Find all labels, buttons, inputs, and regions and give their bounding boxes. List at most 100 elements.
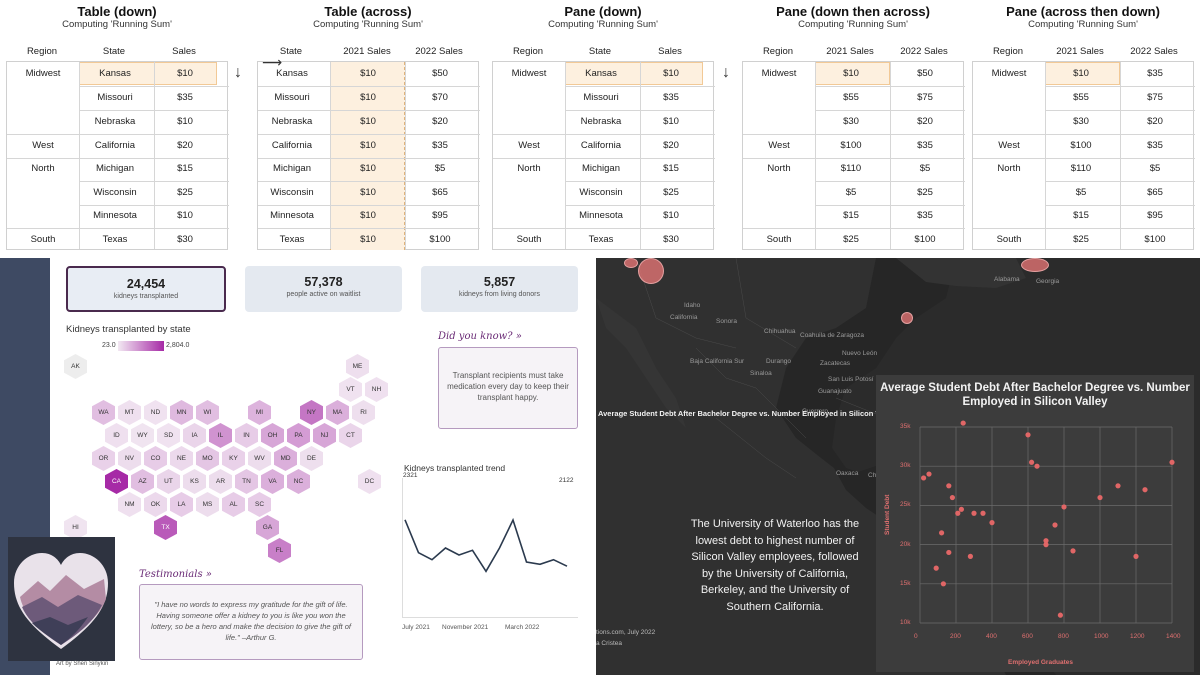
scatter-point[interactable] xyxy=(1043,538,1049,544)
column-header[interactable]: 2021 Sales xyxy=(1056,46,1104,57)
scatter-point[interactable] xyxy=(1057,612,1063,618)
state-hex[interactable]: NJ xyxy=(313,423,336,448)
state-hex[interactable]: NV xyxy=(118,446,141,471)
column-header[interactable]: Region xyxy=(992,46,1024,57)
state-hex[interactable]: AZ xyxy=(131,469,154,494)
state-hex[interactable]: IA xyxy=(183,423,206,448)
scatter-point[interactable] xyxy=(1115,483,1121,489)
state-hex[interactable]: DE xyxy=(300,446,323,471)
scatter-point[interactable] xyxy=(967,553,973,559)
scatter-point[interactable] xyxy=(949,494,955,501)
state-hex[interactable]: AK xyxy=(64,354,87,379)
state-hex[interactable]: UT xyxy=(157,469,180,494)
scatter-point[interactable] xyxy=(933,565,939,571)
state-hex[interactable]: WA xyxy=(92,400,115,425)
state-hex[interactable]: WY xyxy=(131,423,154,448)
state-hex[interactable]: NH xyxy=(365,377,388,402)
state-hex[interactable]: DC xyxy=(358,469,381,494)
state-hex[interactable]: GA xyxy=(256,515,279,540)
column-header[interactable]: State xyxy=(279,46,303,57)
column-header[interactable]: Sales xyxy=(658,46,682,57)
scatter-point[interactable] xyxy=(946,549,952,556)
state-hex[interactable]: ND xyxy=(144,400,167,425)
state-hex[interactable]: TX xyxy=(154,515,177,540)
column-header[interactable]: 2022 Sales xyxy=(1130,46,1178,57)
kpi-living-donors[interactable]: 5,857 kidneys from living donors xyxy=(421,266,578,312)
state-hex[interactable]: AR xyxy=(209,469,232,494)
state-hex[interactable]: HI xyxy=(64,515,87,540)
scatter-point[interactable] xyxy=(940,581,946,587)
state-hex[interactable]: MA xyxy=(326,400,349,425)
state-hex[interactable]: OK xyxy=(144,492,167,517)
state-hex[interactable]: MT xyxy=(118,400,141,425)
scatter-point[interactable] xyxy=(955,510,961,516)
kpi-waitlist[interactable]: 57,378 people active on waitlist xyxy=(245,266,402,312)
state-hex[interactable]: VT xyxy=(339,377,362,402)
state-hex[interactable]: VA xyxy=(261,469,284,494)
state-hex[interactable]: MO xyxy=(196,446,219,471)
state-hex[interactable]: KY xyxy=(222,446,245,471)
column-header[interactable]: 2021 Sales xyxy=(826,46,874,57)
state-hex[interactable]: AL xyxy=(222,492,245,517)
state-hex[interactable]: WV xyxy=(248,446,271,471)
scatter-point[interactable] xyxy=(980,510,986,516)
state-hex[interactable]: SD xyxy=(157,423,180,448)
scatter-point[interactable] xyxy=(1043,542,1049,548)
column-header[interactable]: Region xyxy=(762,46,794,57)
state-hex[interactable]: IL xyxy=(209,423,232,448)
column-header[interactable]: 2021 Sales xyxy=(343,46,391,57)
state-hex[interactable]: ME xyxy=(346,354,369,379)
scatter-point[interactable] xyxy=(926,471,932,477)
state-hex[interactable]: CA xyxy=(105,469,128,494)
scatter-point[interactable] xyxy=(939,530,945,536)
column-header[interactable]: Sales xyxy=(172,46,196,57)
scatter-point[interactable] xyxy=(1029,459,1035,465)
scatter-point[interactable] xyxy=(921,475,927,481)
scatter-point[interactable] xyxy=(960,420,966,426)
scatter-point[interactable] xyxy=(1061,504,1067,510)
state-hex[interactable]: NE xyxy=(170,446,193,471)
state-hex[interactable]: IN xyxy=(235,423,258,448)
state-hex[interactable]: NC xyxy=(287,469,310,494)
state-hex[interactable]: ID xyxy=(105,423,128,448)
state-hex[interactable]: OR xyxy=(92,446,115,471)
state-hex[interactable]: PA xyxy=(287,423,310,448)
state-hex[interactable]: FL xyxy=(268,538,291,563)
scatter-point[interactable] xyxy=(1142,487,1148,493)
state-hex[interactable]: SC xyxy=(248,492,271,517)
scatter-point[interactable] xyxy=(1097,494,1103,501)
state-hex[interactable]: TN xyxy=(235,469,258,494)
state-hex[interactable]: CO xyxy=(144,446,167,471)
column-header[interactable]: 2022 Sales xyxy=(900,46,948,57)
scatter-point[interactable] xyxy=(971,510,977,516)
state-hex[interactable]: KS xyxy=(183,469,206,494)
scatter-point[interactable] xyxy=(1034,463,1040,469)
state-hex[interactable]: NM xyxy=(118,492,141,517)
map-place-label: California xyxy=(670,314,698,321)
scatter-point[interactable] xyxy=(958,506,964,512)
state-hex[interactable]: OH xyxy=(261,423,284,448)
scatter-point[interactable] xyxy=(1025,432,1031,438)
state-hex[interactable]: NY xyxy=(300,400,323,425)
scatter-point[interactable] xyxy=(946,483,952,489)
column-header[interactable]: Region xyxy=(512,46,544,57)
state-hex[interactable]: MS xyxy=(196,492,219,517)
legend-color-bar xyxy=(118,341,164,351)
column-header[interactable]: State xyxy=(588,46,612,57)
state-hex[interactable]: MD xyxy=(274,446,297,471)
kpi-kidneys-transplanted[interactable]: 24,454 kidneys transplanted xyxy=(66,266,226,312)
scatter-point[interactable] xyxy=(1070,548,1076,554)
state-hex[interactable]: MI xyxy=(248,400,271,425)
state-hex[interactable]: CT xyxy=(339,423,362,448)
scatter-point[interactable] xyxy=(1133,553,1139,559)
column-header[interactable]: 2022 Sales xyxy=(415,46,463,57)
state-hex[interactable]: MN xyxy=(170,400,193,425)
column-header[interactable]: Region xyxy=(26,46,58,57)
scatter-point[interactable] xyxy=(1169,459,1175,465)
state-hex[interactable]: WI xyxy=(196,400,219,425)
state-hex[interactable]: RI xyxy=(352,400,375,425)
column-header[interactable]: State xyxy=(102,46,126,57)
state-hex[interactable]: LA xyxy=(170,492,193,517)
scatter-point[interactable] xyxy=(1052,522,1058,528)
scatter-point[interactable] xyxy=(989,520,995,526)
